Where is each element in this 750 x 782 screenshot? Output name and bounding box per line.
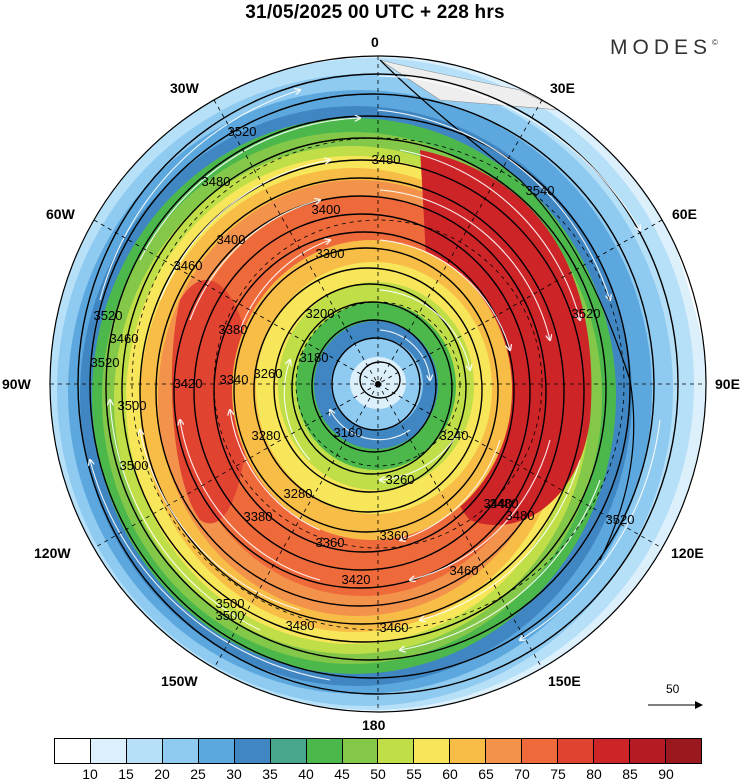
colorbar-tick-label: 30 [226, 766, 242, 782]
contour-label: 3540 [526, 183, 555, 198]
lon-label-90e: 90E [715, 376, 740, 392]
contour-label: 3260 [386, 472, 415, 487]
contour-label: 3480 [286, 618, 315, 633]
contour-label: 3380 [244, 509, 273, 524]
contour-label: 3400 [312, 202, 341, 217]
colorbar-bin [270, 739, 307, 763]
brand-mark: © [712, 38, 718, 47]
lon-label-0: 0 [371, 34, 379, 50]
lon-label-120e: 120E [671, 545, 704, 561]
contour-label: 3340 [220, 372, 249, 387]
lon-label-180: 180 [362, 717, 386, 733]
colorbar-tick-label: 85 [622, 766, 638, 782]
colorbar-tick-label: 80 [586, 766, 602, 782]
colorbar-tick-label: 45 [334, 766, 350, 782]
contour-label-layer: 3520 3480 3540 3480 3400 3300 3200 3380 3400 3460… [91, 124, 635, 635]
contour-label: 3480 [490, 496, 519, 511]
colorbar-tick-label: 50 [370, 766, 386, 782]
colorbar-bin [198, 739, 235, 763]
contour-label: 3460 [380, 620, 409, 635]
colorbar-bin [414, 739, 451, 763]
colorbar-bin [342, 739, 379, 763]
lon-label-90w: 90W [2, 376, 31, 392]
colorbar-bin [234, 739, 271, 763]
contour-label: 3420 [342, 572, 371, 587]
contour-label: 3500 [216, 596, 245, 611]
contour-label: 3520 [572, 306, 601, 321]
lon-label-60e: 60E [672, 206, 697, 222]
colorbar-tick-label: 35 [262, 766, 278, 782]
graticule [50, 56, 706, 712]
lon-label-30e: 30E [550, 80, 575, 96]
contour-label: 3460 [110, 331, 139, 346]
contour-label: 3280 [284, 486, 313, 501]
contour-label: 3400 [217, 232, 246, 247]
colorbar-tick-label: 75 [550, 766, 566, 782]
streamlines [90, 75, 661, 681]
contour-label: 3240 [440, 428, 469, 443]
brand-name: MODES [610, 36, 713, 59]
contour-label: 3520 [91, 355, 120, 370]
contour-label: 3520 [228, 124, 257, 139]
contour-label: 3380 [219, 322, 248, 337]
contour-label: 3500 [118, 398, 147, 413]
lon-label-120w: 120W [34, 545, 71, 561]
colorbar-bin [594, 739, 630, 763]
colorbar-bin [126, 739, 163, 763]
map-boundary [49, 55, 707, 713]
contour-label: 3520 [606, 512, 635, 527]
colorbar-tick-label: 40 [298, 766, 314, 782]
contour-label: 3200 [306, 306, 335, 321]
contour-label: 3520 [94, 308, 123, 323]
contour-label: 3480 [372, 152, 401, 167]
lon-label-30w: 30W [170, 80, 199, 96]
contour-label: 3300 [316, 246, 345, 261]
colorbar-bin [55, 739, 91, 763]
contour-label: 3360 [316, 535, 345, 550]
colorbar-tick-label: 20 [154, 766, 170, 782]
contour-label: 3280 [252, 428, 281, 443]
contour-label: 3460 [174, 258, 203, 273]
contour-label: 3440 [484, 496, 513, 511]
contour-label: 3360 [380, 528, 409, 543]
colorbar-bin [162, 739, 199, 763]
colorbar-tick-label: 55 [406, 766, 422, 782]
colorbar-bin [450, 739, 487, 763]
contour-label: 3420 [174, 376, 203, 391]
pole-marker [375, 381, 381, 387]
colorbar-bin [558, 739, 595, 763]
colorbar-tick-label: 25 [190, 766, 206, 782]
colorbar [54, 738, 702, 764]
contour-label: 3480 [202, 174, 231, 189]
page-title: 31/05/2025 00 UTC + 228 hrs [245, 2, 505, 23]
lon-label-150w: 150W [161, 673, 198, 689]
contour-label: 3180 [300, 350, 329, 365]
contour-label: 3480 [506, 508, 535, 523]
contour-label: 3500 [216, 608, 245, 623]
contour-label: 3160 [334, 425, 363, 440]
lon-label-60w: 60W [46, 206, 75, 222]
colorbar-bin [522, 739, 559, 763]
colorbar-tick-label: 15 [118, 766, 134, 782]
colorbar-bin [306, 739, 343, 763]
colorbar-tick-label: 70 [514, 766, 530, 782]
contour-label: 3460 [450, 563, 479, 578]
colorbar-tick-label: 90 [658, 766, 674, 782]
brand-logo: MODES© [610, 36, 718, 60]
contour-label: 3500 [120, 458, 149, 473]
lon-label-150e: 150E [548, 673, 581, 689]
colorbar-bin [665, 739, 701, 763]
colorbar-bin [630, 739, 666, 763]
reference-vector-label: 50 [666, 682, 680, 696]
contour-label: 3260 [254, 366, 283, 381]
colorbar-tick-label: 65 [478, 766, 494, 782]
colorbar-bin [486, 739, 523, 763]
colorbar-tick-label: 60 [442, 766, 458, 782]
colorbar-bin [90, 739, 127, 763]
colorbar-tick-label: 10 [82, 766, 98, 782]
colorbar-bin [378, 739, 415, 763]
